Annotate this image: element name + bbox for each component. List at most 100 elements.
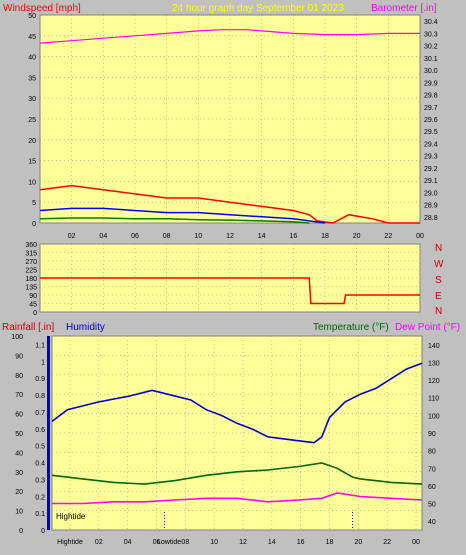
direction-tick-label: 135 (25, 285, 37, 292)
temp-x-tick-label: Hightide (57, 539, 83, 546)
wind-average-line (39, 207, 326, 224)
barometer-tick-label: 29.9 (424, 80, 438, 87)
rain-axis-ticks: 0 0.1 0.2 0.3 0.4 0.5 0.6 0.7 0.8 0.9 1 1.1 (35, 342, 45, 535)
direction-series (40, 277, 420, 305)
wind-x-tick-label: 22 (384, 233, 392, 240)
humidity-tick-label: 20 (15, 489, 23, 496)
humidity-tick-label: 50 (15, 431, 23, 438)
temperature-tick-label: 40 (428, 519, 436, 526)
temp-hum-series (51, 362, 423, 505)
wind-x-ticks: 02 04 06 08 10 12 14 16 18 20 22 00 (68, 233, 424, 240)
barometer-label: Barometer [.in] (371, 3, 437, 14)
compass-w: W (434, 259, 444, 270)
rain-tick-label: 0.2 (35, 494, 45, 501)
temp-hum-grid (52, 335, 422, 531)
humidity-tick-label: 10 (15, 509, 23, 516)
compass-n-top: N (435, 243, 442, 254)
wind-tick-label: 45 (28, 34, 36, 41)
wind-tick-label: 0 (32, 221, 36, 228)
wind-x-tick-label: 08 (163, 233, 171, 240)
wind-direction-line (40, 277, 420, 305)
rain-tick-label: 0.5 (35, 444, 45, 451)
rain-tick-label: 0.3 (35, 477, 45, 484)
wind-x-tick-label: 12 (226, 233, 234, 240)
wind-x-tick-label: 20 (353, 233, 361, 240)
temperature-tick-label: 130 (428, 360, 440, 367)
temp-x-tick-label: 10 (210, 539, 218, 546)
compass-e: E (435, 291, 442, 302)
wind-tick-label: 50 (28, 13, 36, 20)
humidity-tick-label: 90 (15, 353, 23, 360)
temp-x-tick-label: 18 (326, 539, 334, 546)
humidity-line (51, 362, 423, 444)
wind-x-tick-label: 16 (289, 233, 297, 240)
barometer-tick-label: 29.1 (424, 178, 438, 185)
temperature-tick-label: 70 (428, 466, 436, 473)
dewpoint-label: Dew Point (°F) (395, 322, 460, 333)
wind-baro-grid (40, 14, 421, 224)
rain-tick-label: 0.9 (35, 376, 45, 383)
rain-tick-label: 1 (41, 359, 45, 366)
barometer-tick-label: 29.3 (424, 154, 438, 161)
humidity-tick-label: 40 (15, 450, 23, 457)
rain-tick-label: 0.1 (35, 511, 45, 518)
temperature-tick-label: 50 (428, 502, 436, 509)
rain-tick-label: 0.7 (35, 410, 45, 417)
compass-n-bottom: N (435, 306, 442, 317)
direction-tick-label: 225 (25, 268, 37, 275)
wind-tick-label: 30 (28, 96, 36, 103)
barometer-line (39, 29, 420, 44)
direction-tick-label: 360 (25, 242, 37, 249)
direction-tick-label: 315 (25, 251, 37, 258)
barometer-tick-label: 29.4 (424, 141, 438, 148)
temp-x-tick-label: 12 (239, 539, 247, 546)
direction-tick-label: 0 (33, 310, 37, 317)
barometer-tick-label: 30.4 (424, 19, 438, 26)
rainfall-label: Rainfall [.in] (2, 322, 54, 333)
direction-tick-label: 270 (25, 259, 37, 266)
wind-low-line (39, 217, 310, 224)
rain-tick-label: 0.8 (35, 393, 45, 400)
barometer-tick-label: 29.5 (424, 129, 438, 136)
temp-x-tick-label: 22 (383, 539, 391, 546)
wind-tick-label: 15 (28, 159, 36, 166)
humidity-tick-label: 0 (19, 528, 23, 535)
humidity-tick-label: 80 (15, 373, 23, 380)
hightide-label: Hightide (56, 512, 86, 521)
rain-tick-label: 0.4 (35, 461, 45, 468)
wind-x-tick-label: 14 (258, 233, 266, 240)
wind-tick-label: 10 (28, 179, 36, 186)
humidity-label: Humidity (66, 322, 105, 333)
barometer-tick-label: 28.8 (424, 215, 438, 222)
temperature-tick-label: 60 (428, 484, 436, 491)
barometer-tick-label: 30.1 (424, 56, 438, 63)
temp-x-tick-label: 08 (181, 539, 189, 546)
wind-tick-label: 35 (28, 75, 36, 82)
temperature-tick-label: 100 (428, 413, 440, 420)
direction-grid (40, 243, 421, 313)
compass-s: S (435, 275, 442, 286)
wind-x-tick-label: 02 (68, 233, 76, 240)
wind-x-tick-label: 00 (416, 233, 424, 240)
temp-x-tick-label: 04 (124, 539, 132, 546)
temp-x-tick-label: 16 (297, 539, 305, 546)
wind-axis-ticks: 0 5 10 15 20 25 30 35 40 45 50 (28, 13, 36, 228)
barometer-tick-label: 28.9 (424, 203, 438, 210)
temperature-axis-ticks: 40 50 60 70 80 90 100 110 120 130 140 (428, 343, 440, 526)
graph-title: 24 hour graph day September 01 2023 (172, 3, 344, 14)
temperature-tick-label: 140 (428, 343, 440, 350)
rain-tick-label: 0.6 (35, 427, 45, 434)
temp-x-ticks: Hightide 02 04 06 08 10 12 14 16 18 20 22 00 (57, 512, 420, 546)
lowtide-axis-label: Lowtide (157, 539, 181, 546)
rain-tick-label: 0 (41, 528, 45, 535)
wind-x-tick-label: 18 (321, 233, 329, 240)
wind-baro-series (39, 29, 420, 224)
humidity-tick-label: 60 (15, 412, 23, 419)
wind-x-tick-label: 06 (131, 233, 139, 240)
direction-tick-label: 90 (29, 293, 37, 300)
wind-tick-label: 25 (28, 117, 36, 124)
temp-x-tick-label: 14 (268, 539, 276, 546)
humidity-axis-ticks: 0 10 20 30 40 50 60 70 80 90 100 (11, 334, 23, 535)
